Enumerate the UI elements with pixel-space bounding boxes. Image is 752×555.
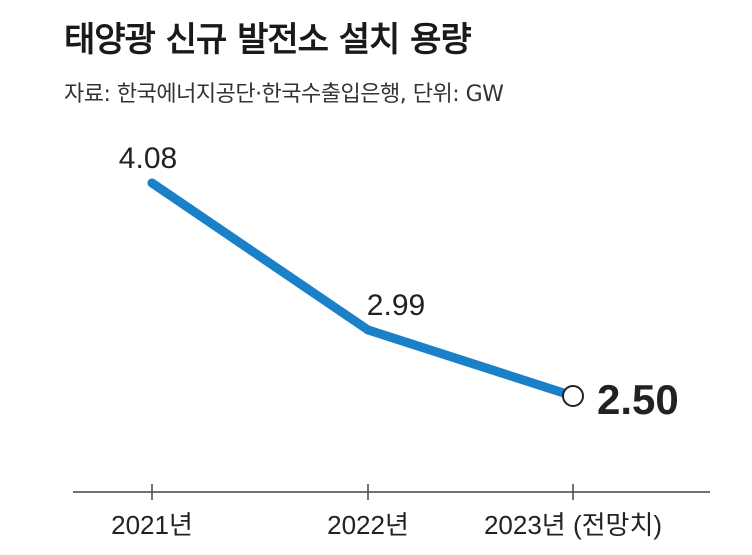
data-label: 2.50 — [597, 376, 679, 423]
x-tick-label: 2021년 — [111, 510, 193, 540]
x-tick-label: 2022년 — [327, 510, 409, 540]
series-line-segment — [147, 178, 373, 335]
data-label: 4.08 — [119, 142, 177, 175]
data-label: 2.99 — [367, 289, 425, 322]
x-tick-label: 2023년 (전망치) — [484, 510, 662, 540]
data-point-marker — [562, 385, 584, 407]
data-point-marker — [363, 325, 373, 335]
data-point-marker — [147, 178, 157, 188]
chart-source-note: 자료: 한국에너지공단·한국수출입은행, 단위: GW — [64, 82, 504, 107]
chart-title: 태양광 신규 발전소 설치 용량 — [64, 20, 472, 60]
series-line-segment — [363, 325, 578, 401]
